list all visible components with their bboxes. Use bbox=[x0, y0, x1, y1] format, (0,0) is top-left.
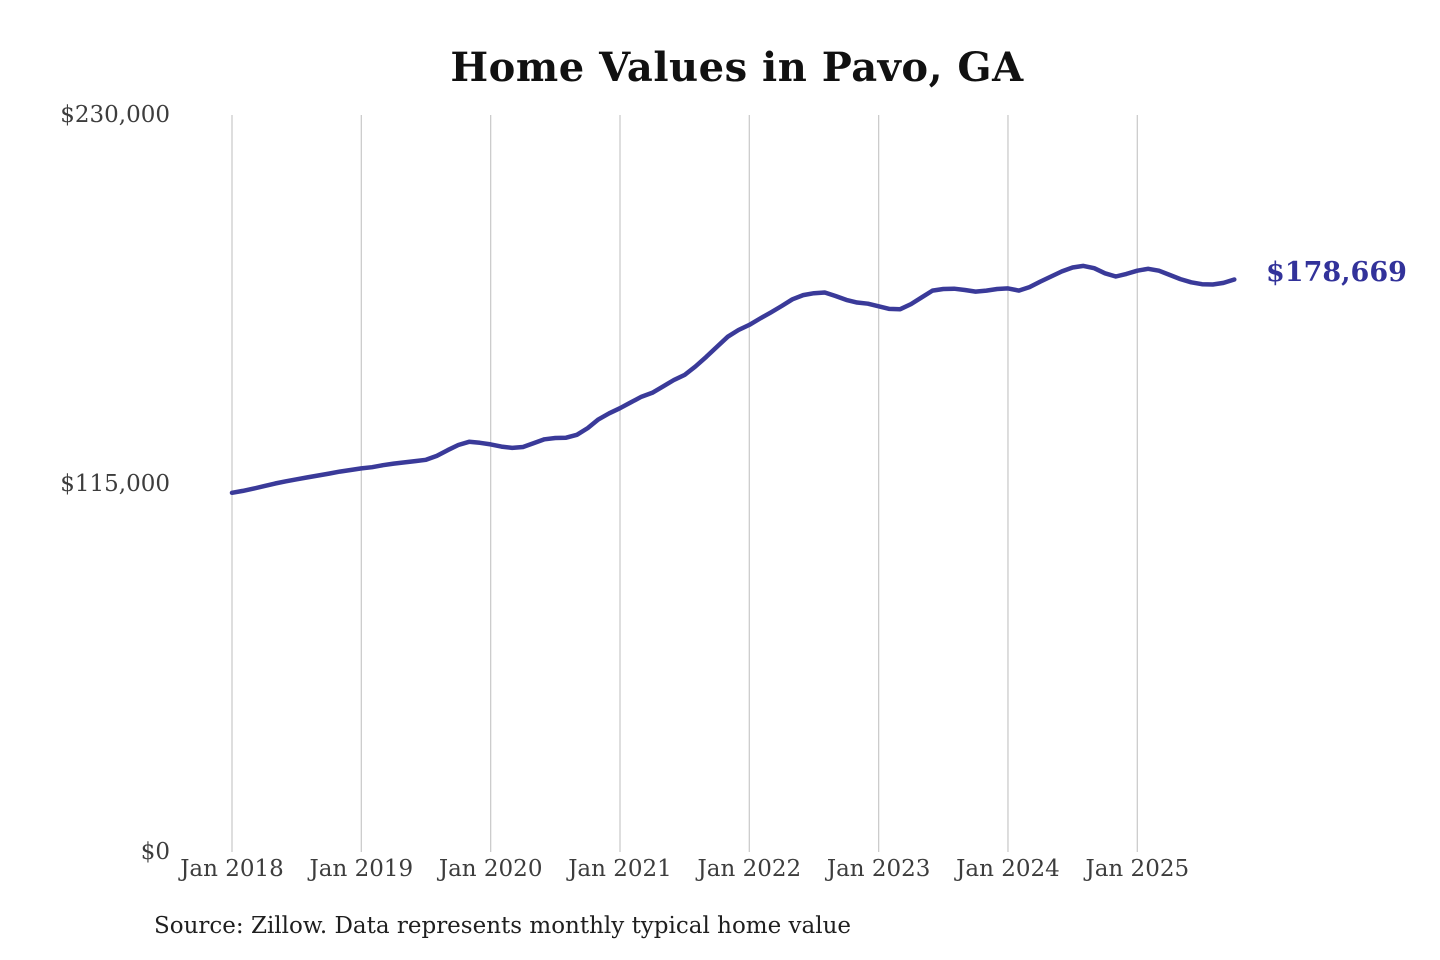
chart-title: Home Values in Pavo, GA bbox=[450, 44, 1024, 91]
source-note: Source: Zillow. Data represents monthly … bbox=[154, 913, 852, 939]
y-axis-tick-label: $0 bbox=[140, 839, 170, 865]
x-axis-tick-label: Jan 2020 bbox=[438, 856, 543, 882]
home-value-line bbox=[229, 263, 1237, 496]
x-axis-tick-label: Jan 2024 bbox=[956, 856, 1060, 882]
y-axis-tick-label: $230,000 bbox=[60, 102, 170, 128]
x-axis-tick-label: Jan 2022 bbox=[697, 856, 802, 882]
x-axis-tick-label: Jan 2018 bbox=[180, 856, 284, 882]
x-axis-tick-label: Jan 2025 bbox=[1085, 856, 1190, 882]
end-value-label: $178,669 bbox=[1266, 257, 1407, 288]
x-axis-tick-label: Jan 2021 bbox=[568, 856, 672, 882]
x-axis-tick-label: Jan 2019 bbox=[309, 856, 414, 882]
gridlines bbox=[231, 115, 1138, 852]
x-axis-tick-label: Jan 2023 bbox=[826, 856, 931, 882]
y-axis-tick-label: $115,000 bbox=[60, 470, 170, 497]
